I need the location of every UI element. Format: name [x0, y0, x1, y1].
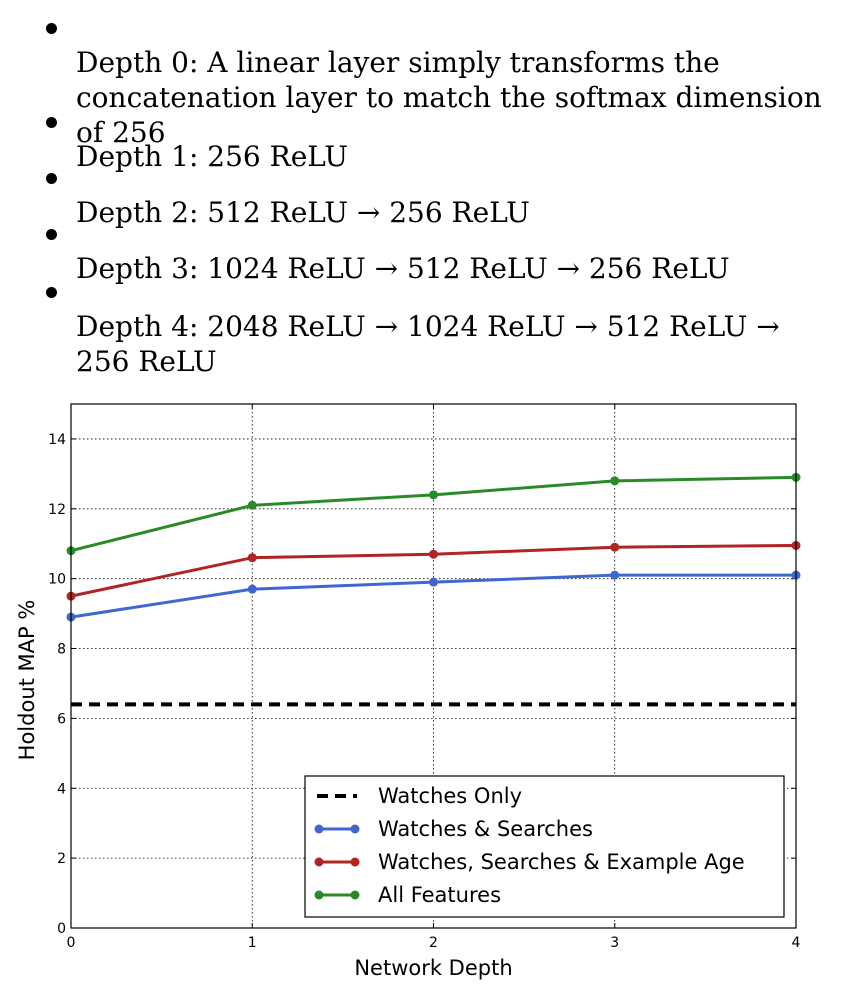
bullet-dot	[46, 229, 57, 240]
data-point	[247, 584, 257, 594]
x-tick-label: 1	[248, 935, 257, 951]
y-tick-label: 10	[48, 572, 66, 588]
bullet-text: Depth 2: 512 ReLU → 256 ReLU	[76, 196, 530, 229]
bullet-dot	[46, 287, 57, 298]
legend-entry-label: Watches Only	[378, 784, 522, 808]
y-tick-label: 0	[57, 921, 66, 937]
x-tick-label: 2	[429, 935, 438, 951]
x-tick-label: 3	[610, 935, 619, 951]
plot-frame	[70, 403, 797, 929]
legend-marker	[350, 857, 360, 867]
legend-box	[304, 775, 785, 918]
bullet-text: Depth 3: 1024 ReLU → 512 ReLU → 256 ReLU	[76, 252, 730, 285]
series-layer	[66, 472, 801, 707]
bullet-text: Depth 0: A linear layer simply transform…	[76, 46, 822, 149]
bullet-text: Depth 1: 256 ReLU	[76, 140, 348, 173]
y-tick-label: 8	[57, 642, 66, 658]
bullet-depth-1: Depth 1: 256 ReLU	[46, 104, 826, 174]
bullet-dot	[46, 117, 57, 128]
legend-marker	[350, 824, 360, 834]
data-point	[429, 577, 438, 587]
y-tick-label: 12	[48, 502, 66, 518]
y-tick-label: 6	[57, 711, 66, 727]
data-point	[247, 500, 257, 510]
bullet-depth-4: Depth 4: 2048 ReLU → 1024 ReLU → 512 ReL…	[46, 274, 826, 379]
legend: Watches Only Watches & Searches Watches, S…	[304, 775, 785, 918]
bullet-dot	[46, 173, 57, 184]
bullet-depth-3: Depth 3: 1024 ReLU → 512 ReLU → 256 ReLU	[46, 216, 826, 286]
bullet-dot	[46, 23, 57, 34]
x-tick-label: 4	[792, 935, 801, 951]
data-point	[429, 549, 438, 559]
legend-marker	[314, 824, 324, 834]
data-point	[610, 542, 620, 552]
y-axis-label: Holdout MAP %	[15, 600, 39, 761]
y-tick-label: 2	[57, 851, 66, 867]
legend-marker	[350, 890, 360, 900]
data-point	[247, 553, 257, 563]
legend-marker	[314, 890, 324, 900]
bullet-depth-2: Depth 2: 512 ReLU → 256 ReLU	[46, 160, 826, 230]
bullet-text: Depth 4: 2048 ReLU → 1024 ReLU → 512 ReL…	[76, 310, 780, 378]
legend-entry-label: Watches & Searches	[378, 817, 593, 841]
data-point	[429, 490, 438, 500]
legend-entry-label: All Features	[378, 883, 501, 907]
data-point	[610, 476, 620, 486]
x-axis-label: Network Depth	[354, 956, 512, 980]
data-point	[610, 570, 620, 580]
legend-entry-label: Watches, Searches & Example Age	[378, 850, 745, 874]
legend-marker	[314, 857, 324, 867]
y-tick-label: 4	[57, 781, 66, 797]
bullet-depth-0: Depth 0: A linear layer simply transform…	[46, 10, 826, 150]
x-tick-label: 0	[67, 935, 76, 951]
y-tick-label: 14	[48, 432, 66, 448]
